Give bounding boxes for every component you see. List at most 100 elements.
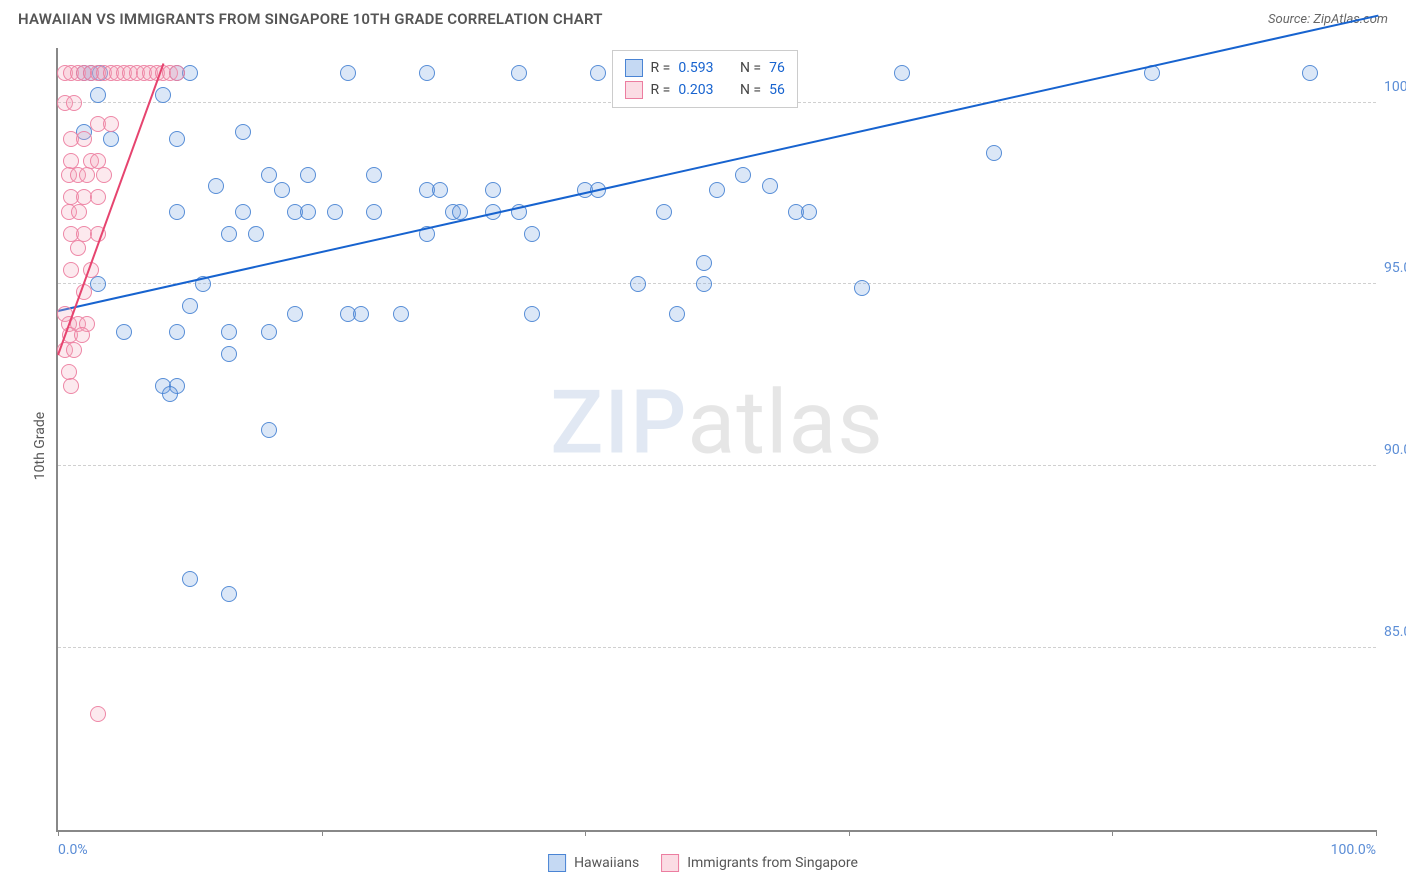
data-point xyxy=(762,178,778,194)
y-axis-label: 10th Grade xyxy=(32,412,48,480)
watermark-zip: ZIP xyxy=(550,372,687,475)
data-point xyxy=(116,324,132,340)
r-value: 0.203 xyxy=(678,82,713,98)
data-point xyxy=(485,182,501,198)
data-point xyxy=(1302,65,1318,81)
x-tick-mark xyxy=(1112,830,1113,836)
data-point xyxy=(155,87,171,103)
data-point xyxy=(96,167,112,183)
y-axis-label-wrap: 10th Grade xyxy=(32,412,48,480)
data-point xyxy=(432,182,448,198)
data-point xyxy=(71,204,87,220)
stats-legend: R = 0.593 N = 76R = 0.203 N = 56 xyxy=(612,50,798,108)
gridline-h xyxy=(58,465,1376,466)
data-point xyxy=(90,189,106,205)
legend-label-singapore: Immigrants from Singapore xyxy=(687,855,858,871)
data-point xyxy=(709,182,725,198)
data-point xyxy=(66,95,82,111)
legend-label-hawaiians: Hawaiians xyxy=(574,855,639,871)
data-point xyxy=(327,204,343,220)
swatch-hawaiians xyxy=(548,854,566,872)
stats-swatch xyxy=(625,81,643,99)
x-tick-label-right: 100.0% xyxy=(1331,842,1376,858)
data-point xyxy=(61,364,77,380)
data-point xyxy=(854,280,870,296)
data-point xyxy=(221,226,237,242)
data-point xyxy=(986,145,1002,161)
data-point xyxy=(221,346,237,362)
data-point xyxy=(696,276,712,292)
data-point xyxy=(261,324,277,340)
data-point xyxy=(182,298,198,314)
data-point xyxy=(656,204,672,220)
data-point xyxy=(287,306,303,322)
legend-item-singapore: Immigrants from Singapore xyxy=(661,854,858,872)
data-point xyxy=(169,131,185,147)
data-point xyxy=(274,182,290,198)
data-point xyxy=(235,204,251,220)
data-point xyxy=(76,131,92,147)
data-point xyxy=(169,204,185,220)
y-tick-label: 95.0% xyxy=(1384,260,1406,276)
data-point xyxy=(103,131,119,147)
x-tick-mark xyxy=(585,830,586,836)
data-point xyxy=(261,422,277,438)
data-point xyxy=(208,178,224,194)
data-point xyxy=(182,571,198,587)
data-point xyxy=(162,386,178,402)
r-value: 0.593 xyxy=(678,60,713,76)
watermark-atlas: atlas xyxy=(687,372,883,475)
source-label: Source: ZipAtlas.com xyxy=(1268,12,1388,27)
stats-swatch xyxy=(625,59,643,77)
data-point xyxy=(169,65,185,81)
stats-legend-row: R = 0.593 N = 76 xyxy=(625,57,785,79)
bottom-legend: Hawaiians Immigrants from Singapore xyxy=(548,854,858,872)
data-point xyxy=(366,204,382,220)
data-point xyxy=(669,306,685,322)
data-point xyxy=(630,276,646,292)
watermark: ZIPatlas xyxy=(550,372,884,475)
data-point xyxy=(90,706,106,722)
data-point xyxy=(235,124,251,140)
data-point xyxy=(801,204,817,220)
data-point xyxy=(524,226,540,242)
data-point xyxy=(590,65,606,81)
data-point xyxy=(90,87,106,103)
data-point xyxy=(393,306,409,322)
data-point xyxy=(221,586,237,602)
data-point xyxy=(735,167,751,183)
data-point xyxy=(300,204,316,220)
data-point xyxy=(63,378,79,394)
r-label: R = xyxy=(651,60,671,76)
n-value: 56 xyxy=(769,82,785,98)
data-point xyxy=(353,306,369,322)
data-point xyxy=(300,167,316,183)
plot-area: ZIPatlas 85.0%90.0%95.0%100.0%0.0%100.0%… xyxy=(56,48,1376,832)
y-tick-label: 100.0% xyxy=(1384,79,1406,95)
x-tick-mark xyxy=(849,830,850,836)
data-point xyxy=(103,116,119,132)
gridline-h xyxy=(58,647,1376,648)
x-tick-mark xyxy=(1376,830,1377,836)
data-point xyxy=(66,342,82,358)
data-point xyxy=(524,306,540,322)
x-tick-mark xyxy=(322,830,323,836)
legend-item-hawaiians: Hawaiians xyxy=(548,854,639,872)
data-point xyxy=(63,262,79,278)
data-point xyxy=(79,167,95,183)
y-tick-label: 90.0% xyxy=(1384,442,1406,458)
data-point xyxy=(419,65,435,81)
data-point xyxy=(696,255,712,271)
data-point xyxy=(221,324,237,340)
plot: ZIPatlas 85.0%90.0%95.0%100.0%0.0%100.0%… xyxy=(56,48,1376,832)
data-point xyxy=(366,167,382,183)
gridline-h xyxy=(58,283,1376,284)
data-point xyxy=(340,65,356,81)
chart-title: HAWAIIAN VS IMMIGRANTS FROM SINGAPORE 10… xyxy=(18,10,603,28)
data-point xyxy=(74,327,90,343)
x-tick-label-left: 0.0% xyxy=(58,842,88,858)
data-point xyxy=(452,204,468,220)
data-point xyxy=(169,324,185,340)
data-point xyxy=(894,65,910,81)
data-point xyxy=(261,167,277,183)
